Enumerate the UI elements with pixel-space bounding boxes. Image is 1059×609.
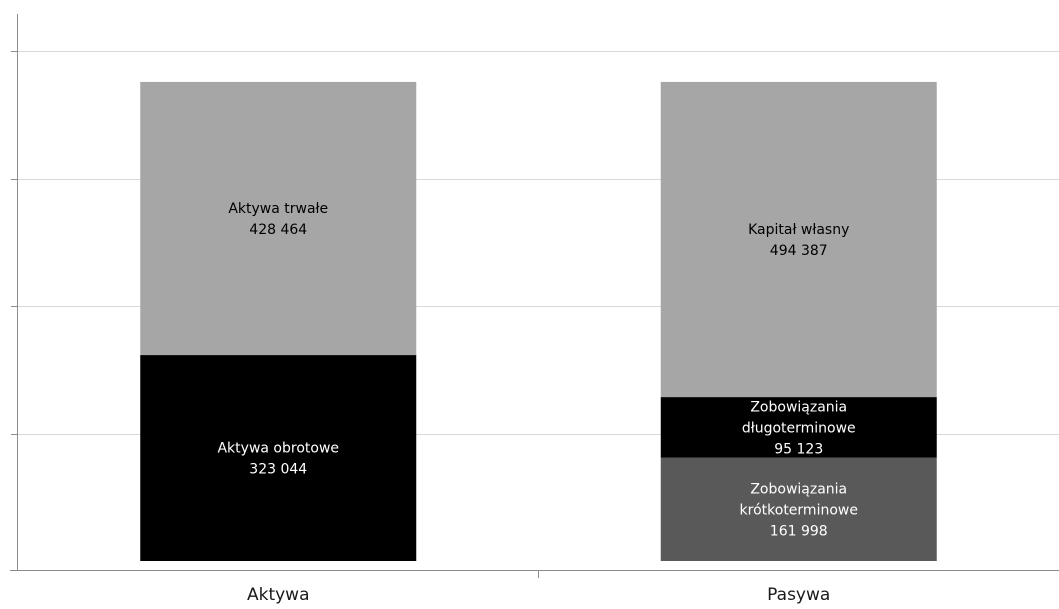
bar-segment bbox=[140, 355, 417, 561]
segment-labels: Aktywa obrotowe 323 044 Aktywa trwałe 428 4… bbox=[217, 201, 857, 539]
data-label: Zobowiązania długoterminowe 95 123 bbox=[742, 399, 856, 457]
x-tick-label: Pasywa bbox=[767, 585, 830, 605]
bar-segment bbox=[140, 81, 417, 356]
data-label: Kapitał własny 494 387 bbox=[748, 222, 849, 259]
axes bbox=[10, 14, 1059, 578]
bar-segment bbox=[660, 81, 937, 398]
bar-segment bbox=[660, 397, 937, 458]
x-tick-label: Aktywa bbox=[247, 585, 310, 605]
category-labels: Aktywa Pasywa bbox=[247, 585, 830, 605]
data-label: Aktywa trwałe 428 464 bbox=[228, 201, 328, 238]
bars bbox=[140, 81, 937, 561]
data-label: Aktywa obrotowe 323 044 bbox=[217, 441, 339, 478]
bar-segment bbox=[660, 457, 937, 561]
data-label: Zobowiązania krótkoterminowe 161 998 bbox=[740, 481, 858, 539]
